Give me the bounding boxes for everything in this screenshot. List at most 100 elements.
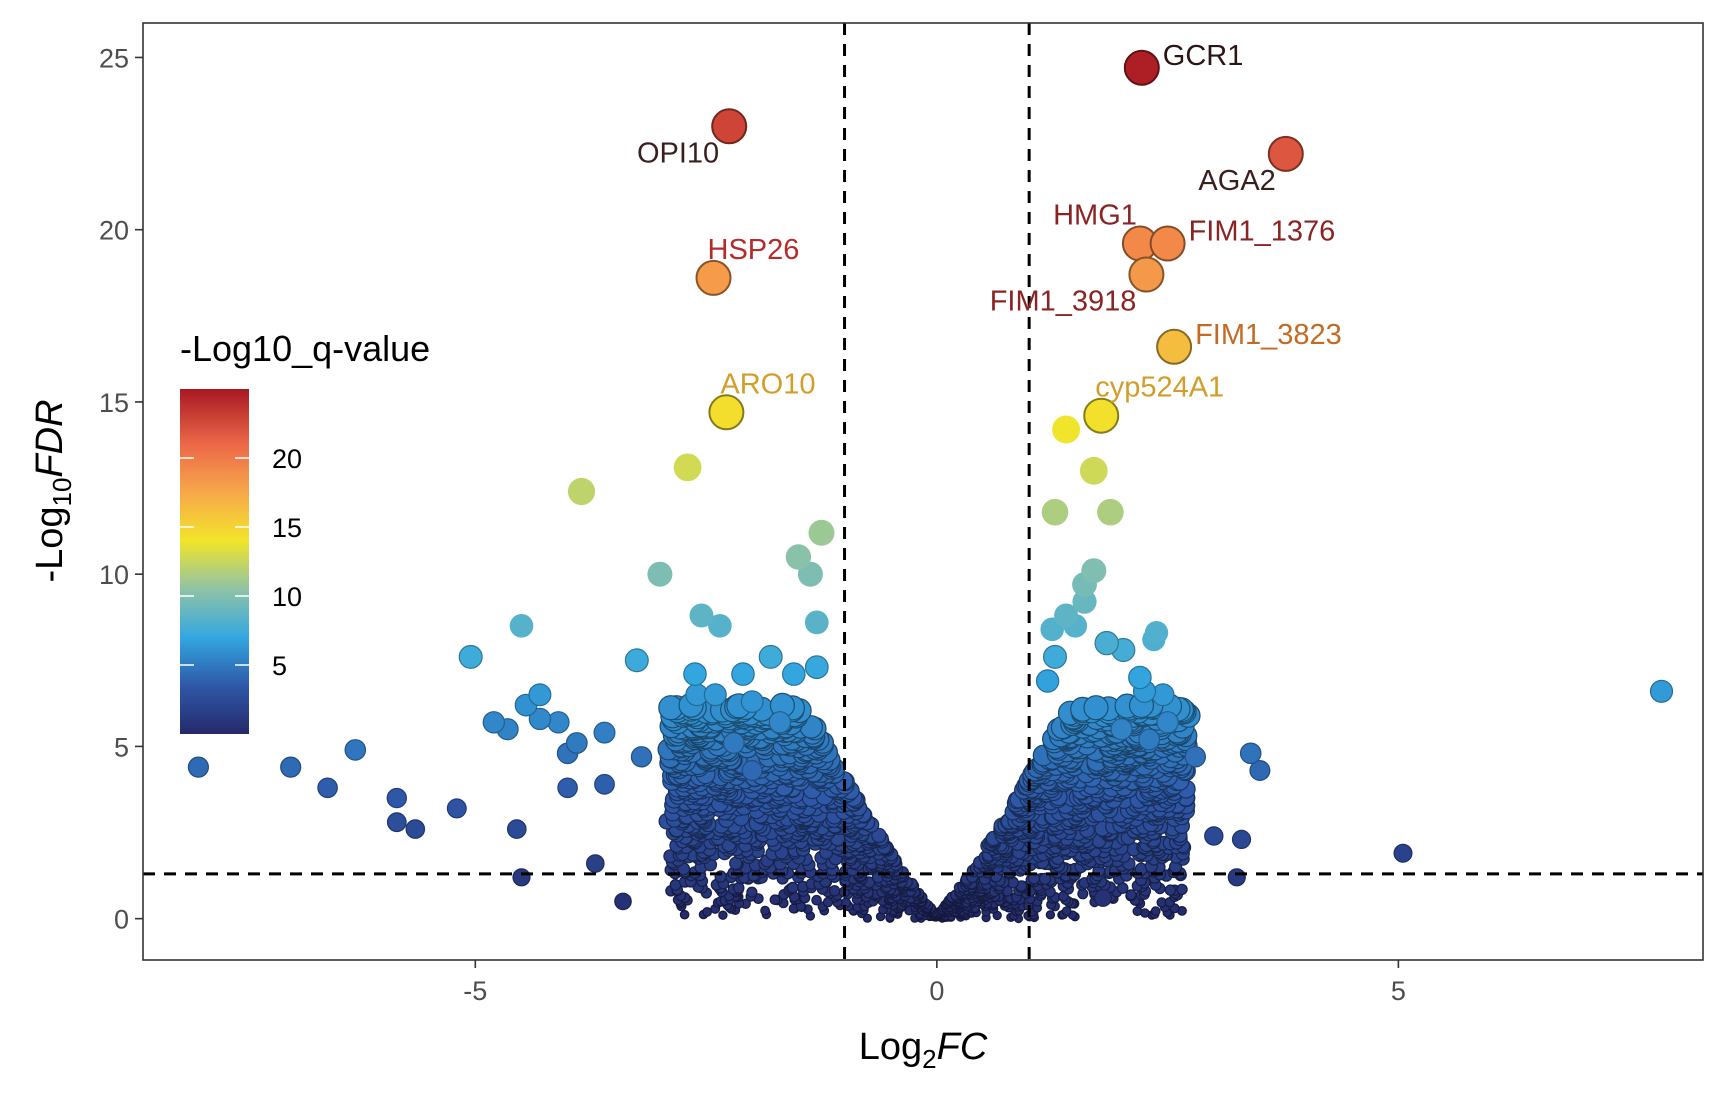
x-tick-label: 0	[929, 976, 944, 1006]
labeled-point	[1267, 135, 1304, 172]
data-point	[808, 519, 835, 546]
legend-colorbar	[180, 389, 249, 734]
y-tick-label: 10	[99, 560, 129, 590]
data-point	[1249, 759, 1271, 781]
data-point	[760, 905, 770, 916]
gene-label: GCR1	[1163, 40, 1244, 72]
gene-label: AGA2	[1198, 165, 1275, 197]
data-point	[1083, 695, 1109, 721]
legend-tick-label: 5	[272, 651, 287, 681]
labeled-point	[1123, 49, 1160, 86]
data-point	[683, 662, 707, 686]
data-point	[1184, 746, 1207, 768]
plot-panel-border	[142, 22, 1704, 961]
data-point	[1052, 415, 1081, 444]
data-point	[405, 819, 426, 839]
data-point	[482, 711, 505, 734]
labeled-point	[1156, 328, 1193, 365]
data-point	[708, 614, 732, 638]
data-point	[1176, 883, 1188, 896]
y-tick-label: 25	[99, 43, 129, 73]
data-point	[1054, 603, 1079, 628]
x-tick-label: 5	[1391, 976, 1406, 1006]
gene-label: HMG1	[1053, 200, 1137, 232]
gene-label: HSP26	[708, 234, 800, 266]
data-point	[547, 711, 570, 734]
data-point	[722, 732, 745, 754]
data-point	[1204, 826, 1224, 846]
data-point	[624, 648, 649, 673]
data-point	[1227, 868, 1246, 887]
data-point	[785, 544, 812, 570]
data-point	[593, 721, 616, 744]
data-point	[1164, 884, 1177, 896]
data-point	[647, 561, 673, 587]
data-point	[1138, 728, 1161, 751]
data-point	[557, 777, 578, 799]
data-point	[746, 886, 758, 898]
data-point	[1094, 630, 1119, 656]
data-point	[769, 894, 781, 905]
data-point	[614, 892, 632, 911]
data-point	[741, 759, 763, 781]
color-legend: -Log10_q-value 5 10 15 20	[180, 328, 430, 734]
data-point	[1042, 644, 1067, 669]
data-point	[1110, 718, 1133, 741]
data-point	[811, 894, 822, 906]
gene-label: FIM1_3918	[990, 286, 1137, 318]
data-point	[731, 662, 755, 686]
data-point	[781, 662, 806, 686]
legend-tick-label: 10	[272, 582, 302, 612]
data-point	[718, 910, 728, 920]
labeled-point	[1128, 256, 1165, 293]
data-point	[594, 773, 615, 795]
data-point	[528, 707, 552, 731]
data-point	[1035, 669, 1060, 693]
data-point	[758, 644, 783, 669]
data-point	[1094, 889, 1112, 907]
y-tick-label: 0	[114, 905, 129, 935]
data-point	[768, 711, 792, 734]
legend-tick-label: 15	[272, 513, 302, 543]
data-point	[187, 756, 209, 778]
gene-label: cyp524A1	[1095, 372, 1224, 404]
data-point	[567, 477, 596, 506]
data-point	[1231, 829, 1252, 850]
y-tick-label: 5	[114, 732, 129, 762]
gene-label: FIM1_1376	[1189, 216, 1336, 248]
data-point	[804, 655, 829, 680]
legend-title: -Log10_q-value	[180, 328, 430, 369]
data-point	[1072, 589, 1097, 614]
data-point	[1061, 906, 1072, 916]
data-point	[446, 798, 467, 819]
data-point	[1125, 889, 1137, 901]
data-point	[386, 787, 407, 809]
data-point	[1156, 711, 1179, 734]
data-point	[1239, 742, 1262, 765]
data-point	[1081, 558, 1107, 584]
data-point	[1393, 843, 1413, 863]
data-point	[871, 827, 887, 844]
data-point	[585, 854, 605, 873]
legend-tick-label: 20	[272, 444, 302, 474]
x-tick-label: -5	[463, 976, 487, 1006]
labeled-point	[711, 108, 748, 145]
data-point	[1045, 910, 1056, 920]
data-point	[1041, 498, 1069, 526]
data-point	[1128, 665, 1152, 690]
labeled-point	[708, 394, 745, 431]
data-point	[630, 746, 653, 768]
labeled-point	[695, 259, 732, 296]
labeled-point	[1083, 397, 1120, 434]
data-point	[512, 868, 531, 887]
data-point	[1079, 456, 1108, 485]
labeled-point	[1149, 225, 1186, 262]
y-tick-label: 15	[99, 388, 129, 418]
data-point	[528, 683, 552, 707]
data-point	[1649, 679, 1674, 703]
y-axis-title: -Log10FDR	[29, 399, 77, 582]
data-point	[509, 614, 534, 638]
data-point	[703, 683, 727, 707]
data-point	[458, 644, 483, 669]
